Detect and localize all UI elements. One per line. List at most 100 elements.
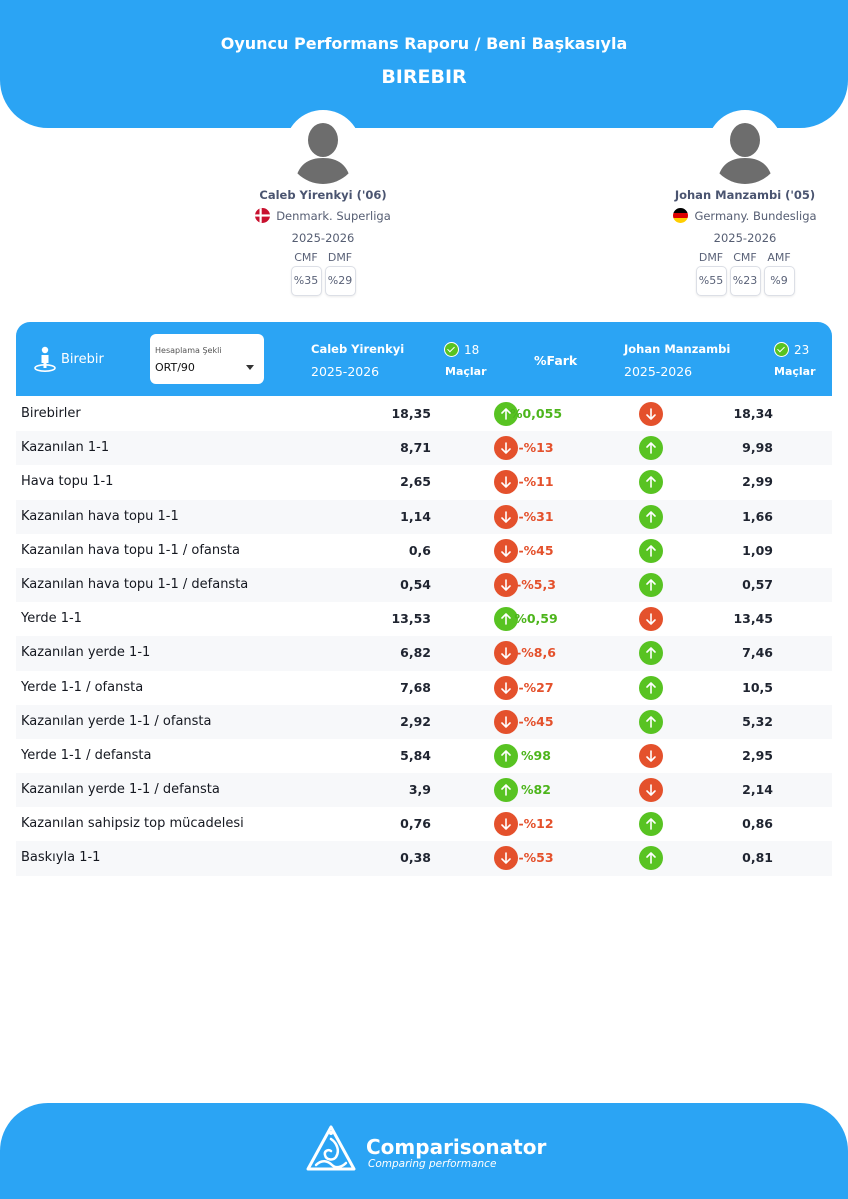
player-season: 2025-2026 (291, 231, 355, 245)
metric-label: Kazanılan yerde 1-1 / defansta (21, 782, 220, 798)
diff-percent: -%11 (518, 474, 554, 490)
player2-value: 13,45 (733, 611, 773, 627)
table-row: Baskıyla 1-1 0,38 -%53 0,81 (16, 841, 832, 876)
player2-value: 2,95 (742, 747, 773, 763)
denmark-flag-icon (255, 208, 271, 223)
arrow-up-icon (639, 538, 663, 563)
table-row: Kazanılan 1-1 8,71 -%13 9,98 (16, 431, 832, 466)
position-item: AMF %9 (763, 251, 795, 296)
brand-name: Comparisonator (366, 1135, 547, 1159)
position-item: CMF %35 (290, 251, 322, 296)
metric-label: Kazanılan hava topu 1-1 / ofansta (21, 542, 240, 558)
diff-column-label: %Fark (534, 353, 578, 368)
diff-percent: -%27 (518, 679, 554, 695)
section-label: Birebir (61, 352, 104, 367)
metric-label: Yerde 1-1 / ofansta (21, 679, 144, 695)
player2-value: 10,5 (742, 679, 773, 695)
calculation-method-select[interactable]: Hesaplama Şekli ORT/90 (150, 334, 264, 384)
player2-column-season: 2025-2026 (624, 364, 693, 379)
metric-label: Yerde 1-1 (21, 611, 82, 627)
arrow-up-icon (639, 675, 663, 700)
arrow-up-icon (494, 402, 518, 426)
report-title: Oyuncu Performans Raporu / Beni Başkasıy… (220, 34, 628, 53)
metric-label: Baskıyla 1-1 (21, 850, 101, 866)
diff-percent: -%12 (518, 816, 554, 832)
report-header: Oyuncu Performans Raporu / Beni Başkasıy… (0, 0, 848, 128)
table-row: Yerde 1-1 / defansta 5,84 %98 2,95 (16, 739, 832, 773)
arrow-down-icon (494, 709, 518, 734)
report-subtitle: BIREBIR (381, 66, 467, 88)
check-circle-icon (774, 342, 789, 357)
player2-matches-label: Maçlar (774, 365, 816, 378)
position-label: CMF (294, 251, 318, 264)
player1-value: 2,65 (400, 474, 431, 490)
player2-matches-value: 23 (794, 342, 810, 357)
player2-column-name: Johan Manzambi (624, 342, 731, 356)
player2-match-count: 23 (774, 342, 809, 357)
player-name: Caleb Yirenkyi ('06) (259, 188, 387, 202)
metric-label: Kazanılan yerde 1-1 / ofansta (21, 713, 212, 729)
diff-percent: -%53 (518, 850, 554, 866)
player1-value: 1,14 (400, 508, 431, 524)
player2-value: 5,32 (742, 713, 773, 729)
player-positions: DMF %55 CMF %23 AMF %9 (640, 251, 848, 296)
arrow-up-icon (494, 607, 518, 632)
position-item: DMF %29 (324, 251, 356, 296)
player-league-name: Denmark. Superliga (276, 208, 391, 223)
player2-value: 7,46 (742, 645, 773, 661)
player1-value: 2,92 (400, 713, 431, 729)
table-row: Kazanılan hava topu 1-1 / ofansta 0,6 -%45… (16, 534, 832, 568)
player-avatar-icon (287, 112, 359, 184)
player2-value: 2,14 (742, 782, 773, 798)
player-positions: CMF %35 DMF %29 (218, 251, 428, 296)
position-label: AMF (767, 251, 791, 264)
player2-value: 0,57 (742, 576, 773, 592)
metric-label: Kazanılan 1-1 (21, 440, 110, 456)
germany-flag-icon (673, 208, 689, 223)
player-season: 2025-2026 (713, 231, 777, 245)
player2-value: 9,98 (742, 440, 773, 456)
arrow-down-icon (494, 846, 518, 871)
table-row: Kazanılan hava topu 1-1 1,14 -%31 1,66 (16, 499, 832, 534)
arrow-up-icon (639, 436, 663, 461)
position-item: DMF %55 (695, 251, 727, 296)
table-row: Kazanılan sahipsiz top mücadelesi 0,76 -%1… (16, 807, 832, 841)
calculation-method-label: Hesaplama Şekli (155, 346, 222, 355)
player-name: Johan Manzambi ('05) (674, 188, 816, 202)
arrow-down-icon (494, 504, 518, 529)
table-row: Kazanılan yerde 1-1 / defansta 3,9 %82 2,14 (16, 773, 832, 808)
player1-value: 8,71 (400, 440, 431, 456)
arrow-up-icon (639, 709, 663, 734)
diff-percent: %0,055 (509, 406, 563, 421)
arrow-down-icon (639, 743, 663, 768)
player1-value: 0,38 (400, 850, 431, 866)
player1-value: 0,76 (400, 816, 431, 832)
arrow-up-icon (494, 778, 518, 803)
player1-value: 7,68 (400, 679, 431, 695)
diff-percent: -%5,3 (516, 576, 556, 592)
metric-label: Yerde 1-1 / defansta (21, 747, 152, 763)
report-footer: Comparisonator Comparing performance (0, 1103, 848, 1199)
metric-label: Kazanılan hava topu 1-1 (21, 508, 179, 524)
table-row: Yerde 1-1 / ofansta 7,68 -%27 10,5 (16, 671, 832, 705)
player1-matches-value: 18 (464, 342, 480, 357)
metric-label: Kazanılan sahipsiz top mücadelesi (21, 816, 244, 832)
arrow-up-icon (494, 743, 518, 768)
diff-percent: -%45 (518, 542, 554, 558)
arrow-down-icon (494, 538, 518, 563)
arrow-up-icon (639, 812, 663, 837)
player-card-left: Caleb Yirenkyi ('06) Denmark. Superliga … (218, 112, 428, 296)
player2-value: 18,34 (733, 406, 773, 421)
table-row: Kazanılan yerde 1-1 6,82 -%8,6 7,46 (16, 636, 832, 671)
arrow-up-icon (639, 572, 663, 597)
position-value: %23 (729, 266, 761, 296)
player2-value: 0,81 (742, 850, 773, 866)
table-row: Yerde 1-1 13,53 %0,59 13,45 (16, 602, 832, 636)
player1-value: 5,84 (400, 747, 431, 763)
position-label: CMF (733, 251, 757, 264)
player2-value: 1,09 (742, 542, 773, 558)
position-value: %35 (290, 266, 322, 296)
player1-column-name: Caleb Yirenkyi (311, 342, 405, 356)
comparison-table-header: Birebir Hesaplama Şekli ORT/90 Caleb Yir… (16, 322, 832, 396)
arrow-up-icon (639, 504, 663, 529)
